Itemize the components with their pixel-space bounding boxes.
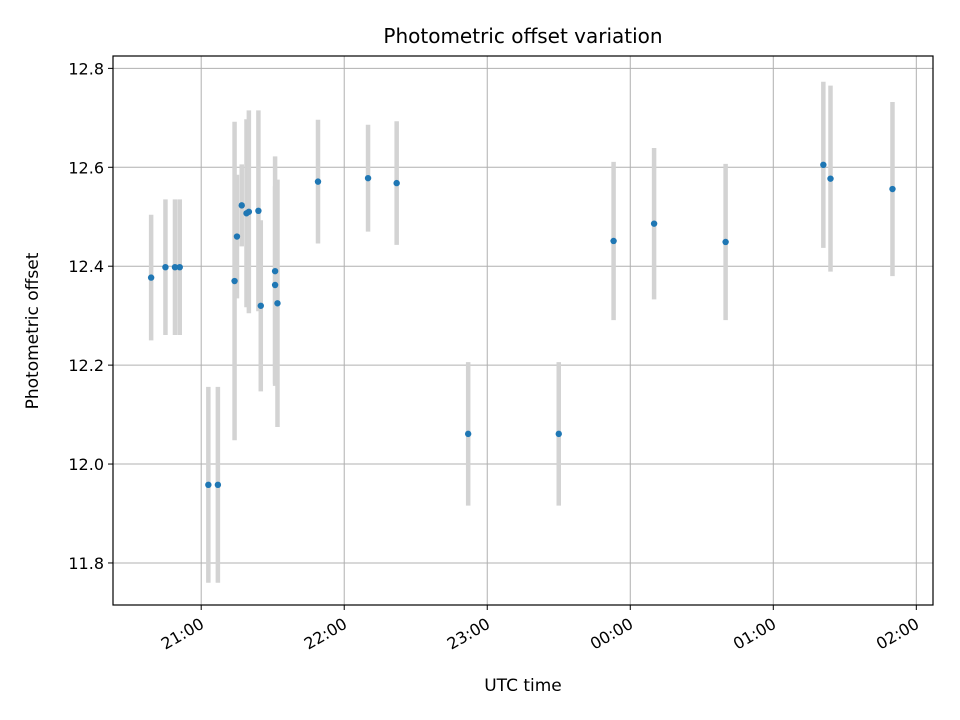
y-tick-label: 12.8 bbox=[68, 59, 104, 78]
chart-title: Photometric offset variation bbox=[383, 24, 662, 48]
data-point bbox=[274, 300, 281, 307]
x-axis-title: UTC time bbox=[484, 676, 562, 696]
data-point bbox=[231, 277, 238, 285]
data-point bbox=[233, 233, 241, 240]
point-layer bbox=[147, 161, 896, 489]
data-point bbox=[245, 208, 253, 215]
data-point bbox=[205, 481, 212, 489]
data-point bbox=[271, 281, 279, 289]
data-point bbox=[820, 161, 827, 169]
data-point bbox=[393, 179, 400, 187]
y-tick-label: 12.0 bbox=[68, 455, 104, 474]
data-point bbox=[238, 202, 245, 209]
data-point bbox=[464, 430, 472, 438]
y-tick-label: 12.2 bbox=[68, 356, 104, 375]
data-point bbox=[255, 207, 262, 215]
y-axis: 11.8 12.0 12.2 12.4 12.6 12.8 bbox=[68, 59, 113, 573]
data-point bbox=[214, 481, 222, 489]
data-point bbox=[176, 263, 183, 271]
data-point bbox=[827, 175, 834, 182]
data-point bbox=[257, 302, 264, 309]
data-point bbox=[555, 430, 562, 438]
y-axis-title: Photometric offset bbox=[23, 252, 43, 409]
data-point bbox=[364, 174, 372, 182]
data-point bbox=[889, 185, 896, 193]
data-point bbox=[610, 237, 617, 245]
data-point bbox=[314, 178, 322, 185]
data-point bbox=[650, 220, 658, 227]
data-point bbox=[171, 263, 179, 271]
data-point bbox=[722, 238, 729, 246]
plot-frame bbox=[112, 55, 934, 606]
y-tick-label: 12.6 bbox=[68, 158, 104, 177]
data-point bbox=[271, 267, 279, 275]
data-point bbox=[147, 274, 155, 281]
data-point bbox=[162, 263, 169, 271]
y-tick-label: 12.4 bbox=[68, 257, 104, 276]
y-tick-label: 11.8 bbox=[68, 554, 104, 573]
